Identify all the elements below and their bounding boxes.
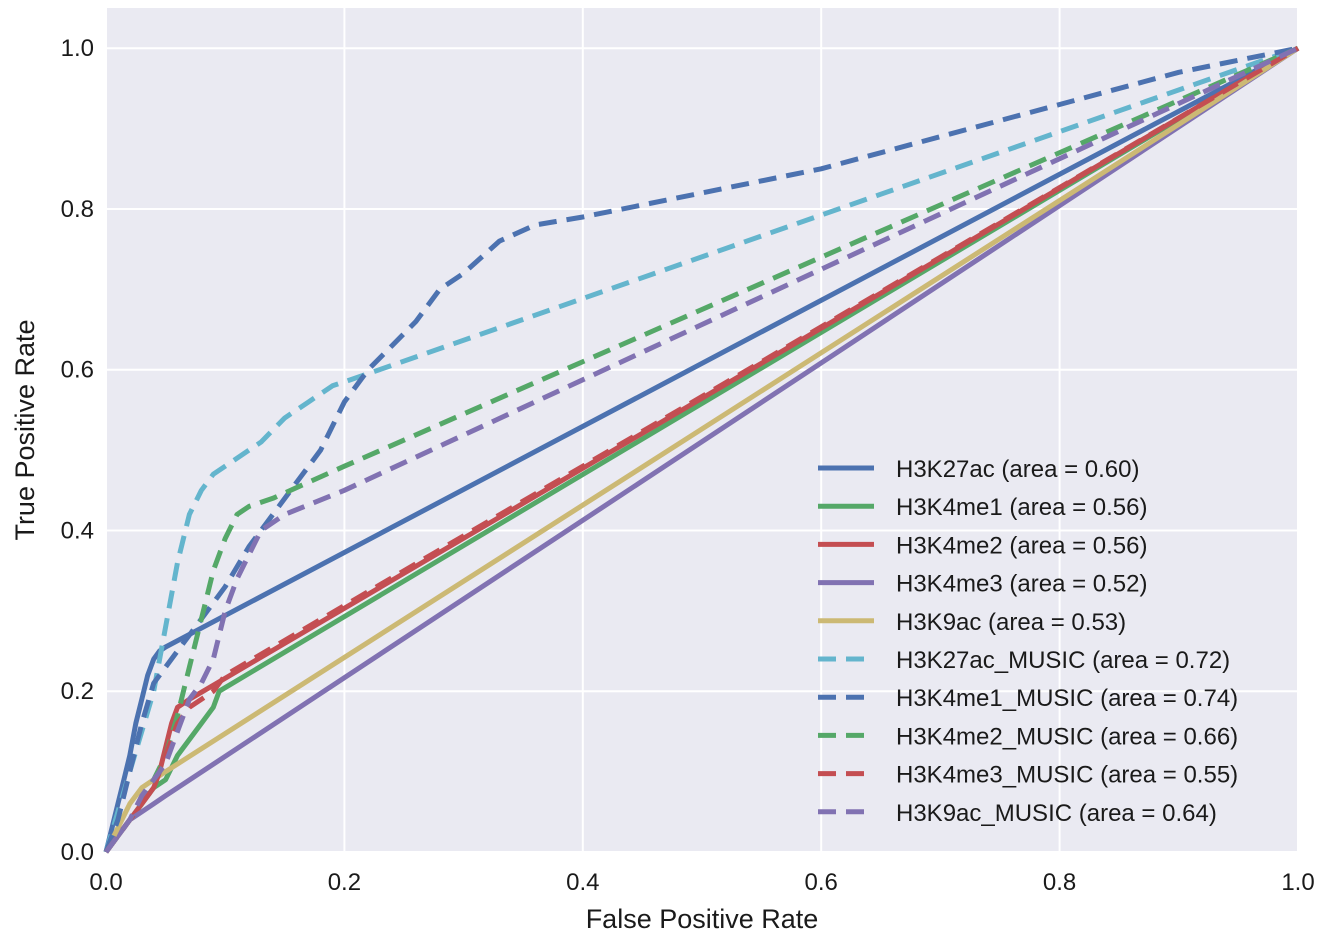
grid-lines [105, 8, 1299, 853]
x-axis-label: False Positive Rate [586, 904, 819, 934]
series-line-h3k9ac [103, 46, 1300, 854]
legend: H3K27ac (area = 0.60) H3K4me1 (area = 0.5… [818, 456, 1238, 827]
legend-entry: H3K27ac (area = 0.60) [896, 456, 1139, 483]
y-axis-label: True Positive Rate [10, 319, 40, 540]
y-tick-label: 0.6 [61, 357, 94, 384]
series-line-h3k4me3 [103, 46, 1300, 854]
x-axis-ticks: 0.0 0.2 0.4 0.6 0.8 1.0 [89, 869, 1314, 896]
x-tick-label: 0.6 [805, 869, 838, 896]
series-line-h3k9ac-music [103, 45, 1300, 854]
legend-entry: H3K27ac_MUSIC (area = 0.72) [896, 647, 1230, 674]
legend-entry: H3K4me3_MUSIC (area = 0.55) [896, 762, 1238, 789]
y-tick-label: 0.4 [61, 517, 94, 544]
legend-entry: H3K4me1_MUSIC (area = 0.74) [896, 685, 1238, 712]
x-tick-label: 0.4 [566, 869, 599, 896]
legend-entry: H3K9ac_MUSIC (area = 0.64) [896, 800, 1217, 827]
legend-entry: H3K4me2 (area = 0.56) [896, 532, 1147, 559]
x-tick-label: 0.8 [1043, 869, 1076, 896]
series-lines [103, 45, 1300, 854]
legend-entry: H3K9ac (area = 0.53) [896, 609, 1126, 636]
x-tick-label: 0.0 [89, 869, 122, 896]
legend-entry: H3K4me1 (area = 0.56) [896, 494, 1147, 521]
legend-entry: H3K4me3 (area = 0.52) [896, 571, 1147, 598]
x-tick-label: 1.0 [1281, 869, 1314, 896]
y-tick-label: 0.2 [61, 678, 94, 705]
series-line-h3k4me2-music [103, 45, 1300, 854]
x-tick-label: 0.2 [328, 869, 361, 896]
y-tick-label: 1.0 [61, 35, 94, 62]
legend-entry: H3K4me2_MUSIC (area = 0.66) [896, 723, 1238, 750]
y-tick-label: 0.0 [61, 839, 94, 866]
y-axis-ticks: 0.0 0.2 0.4 0.6 0.8 1.0 [61, 35, 94, 866]
y-tick-label: 0.8 [61, 196, 94, 223]
